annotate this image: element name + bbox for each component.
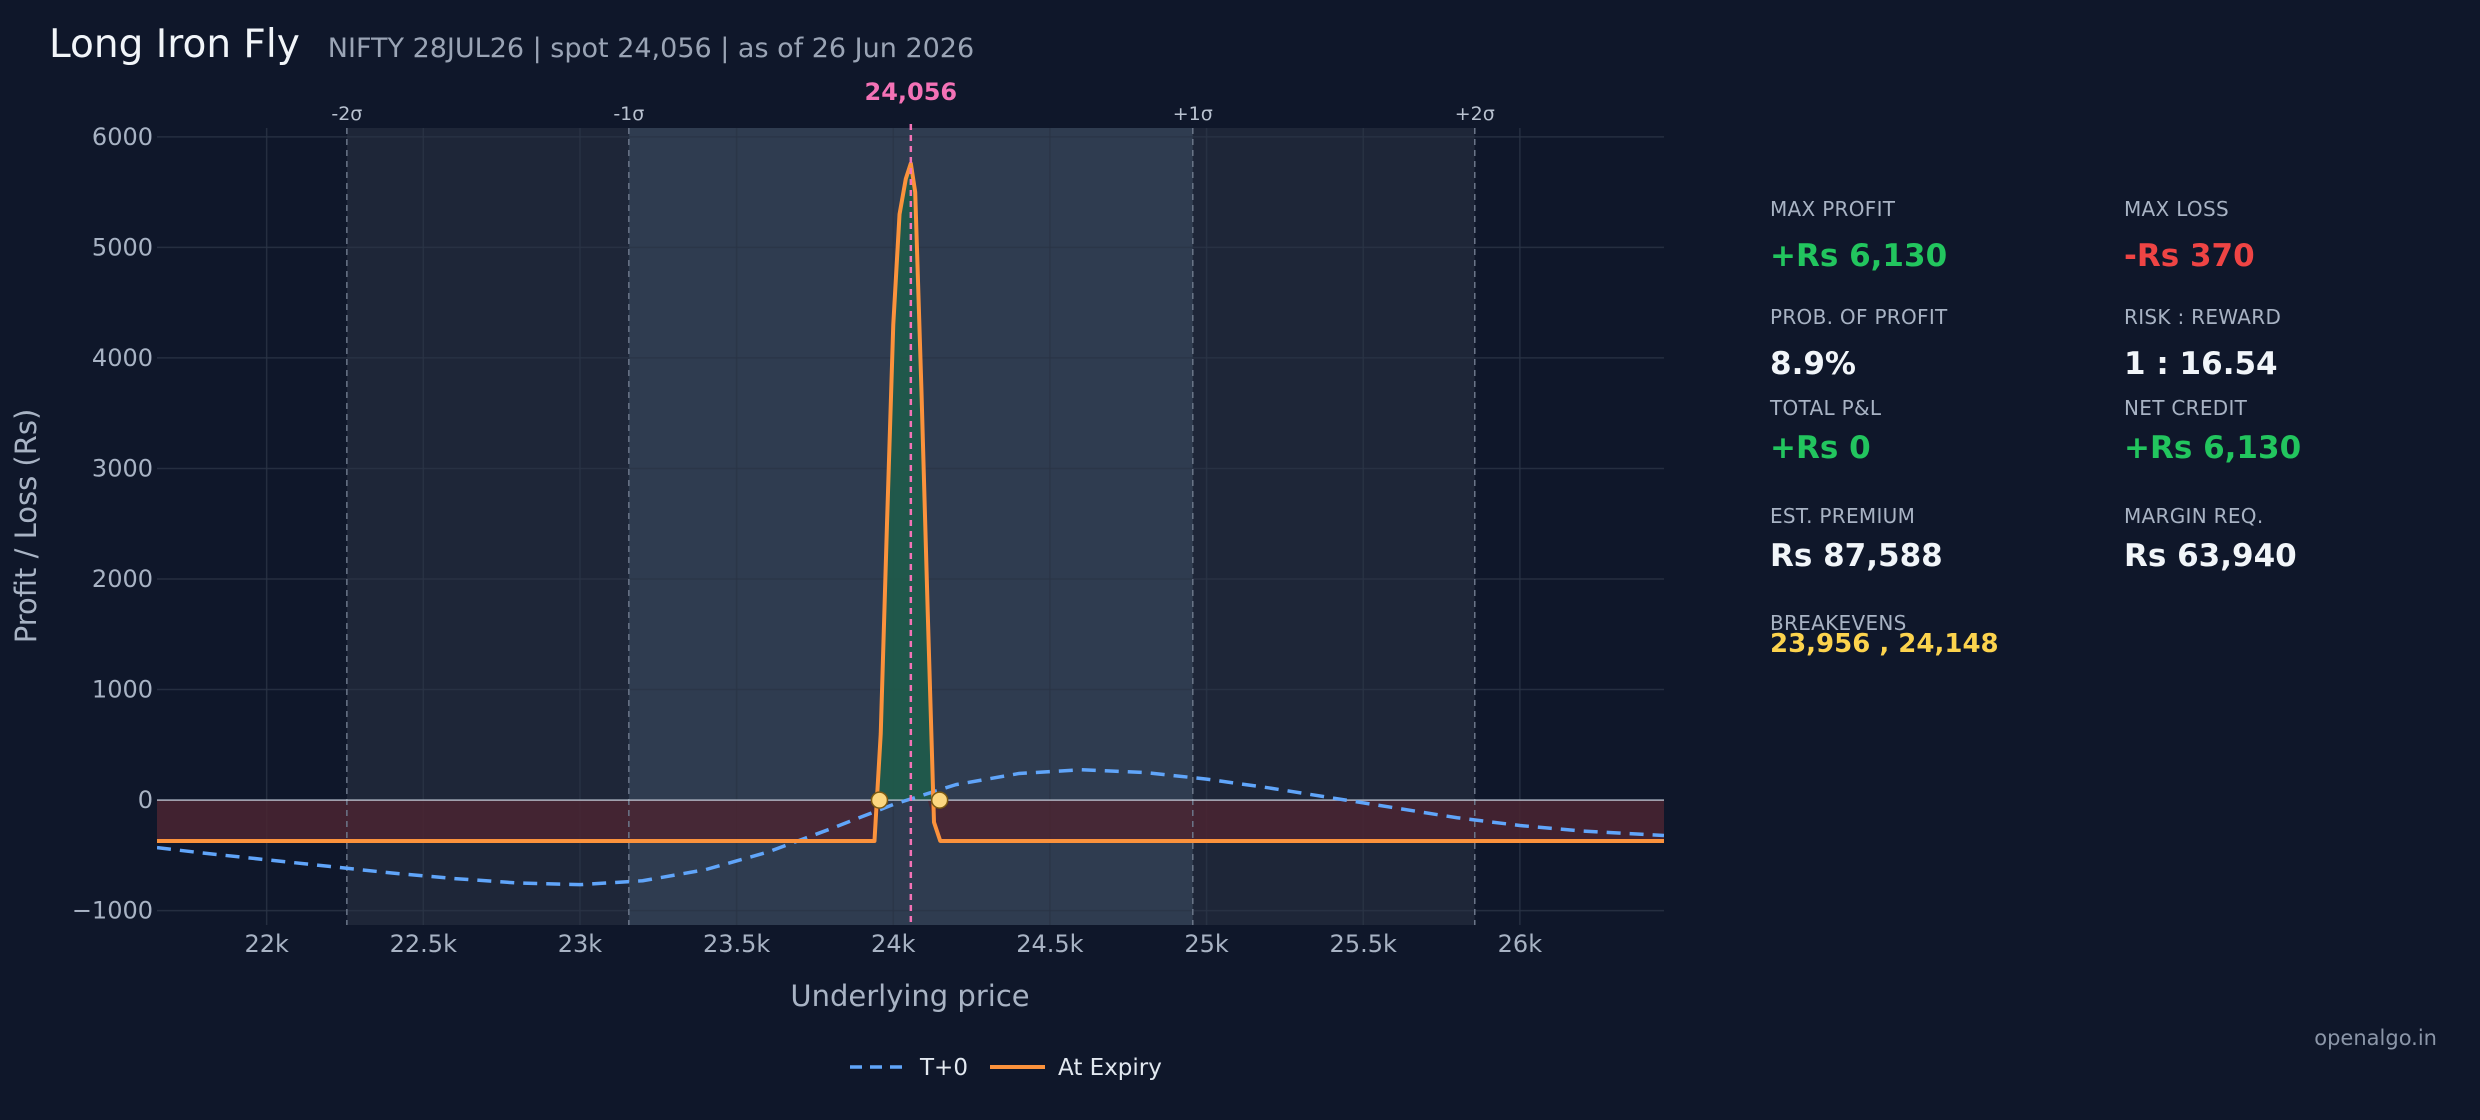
x-tick-label: 25k: [1184, 930, 1229, 958]
breakeven-marker: [870, 791, 889, 809]
sigma-label: +1σ: [1173, 103, 1213, 125]
x-tick-label: 24k: [871, 930, 916, 958]
x-tick-label: 26k: [1498, 930, 1543, 958]
x-tick-label: 23k: [558, 930, 603, 958]
breakeven-markers: [870, 791, 949, 809]
x-tick-label: 22.5k: [390, 930, 457, 958]
axis-ticks: 22k 22.5k 23k 23.5k 24k 24.5k 25k 25.5k 26k −1000…: [72, 123, 1542, 958]
loss-area: [157, 800, 1664, 841]
sigma-label: +2σ: [1455, 103, 1495, 125]
expiry-line: [157, 161, 1664, 843]
y-tick-label: 3000: [92, 454, 153, 482]
x-tick-label: 24.5k: [1016, 930, 1083, 958]
sigma-lines: -2σ -1σ +1σ +2σ: [331, 103, 1495, 925]
breakeven-marker: [930, 791, 949, 809]
y-tick-label: 5000: [92, 233, 153, 261]
x-tick-label: 22k: [244, 930, 289, 958]
y-tick-label: 2000: [92, 565, 153, 593]
spot-marker: 24,056: [865, 78, 958, 925]
y-tick-label: 6000: [92, 123, 153, 151]
x-tick-label: 25.5k: [1330, 930, 1397, 958]
sigma-label: -2σ: [331, 103, 362, 125]
y-tick-label: 1000: [92, 676, 153, 704]
y-tick-label: 4000: [92, 344, 153, 372]
legend-label-expiry: At Expiry: [1058, 1055, 1162, 1081]
chart-legend: T+0 At Expiry: [850, 1055, 1162, 1081]
y-tick-label: −1000: [72, 897, 153, 925]
y-axis-title: Profit / Loss (Rs): [9, 409, 43, 644]
sigma-label: -1σ: [613, 103, 644, 125]
series-lines: [157, 161, 1664, 887]
chart-header: Long Iron Fly NIFTY 28JUL26 | spot 24,05…: [49, 22, 974, 82]
spot-label: 24,056: [865, 78, 958, 106]
strategy-subtitle: NIFTY 28JUL26 | spot 24,056 | as of 26 J…: [327, 33, 975, 64]
watermark: openalgo.in: [2314, 1026, 2437, 1050]
strategy-title: Long Iron Fly: [49, 22, 300, 67]
t0-line: [157, 767, 1664, 887]
y-tick-label: 0: [138, 786, 153, 814]
x-tick-label: 23.5k: [703, 930, 770, 958]
x-axis-title: Underlying price: [790, 979, 1029, 1013]
legend-label-t0: T+0: [919, 1055, 968, 1081]
